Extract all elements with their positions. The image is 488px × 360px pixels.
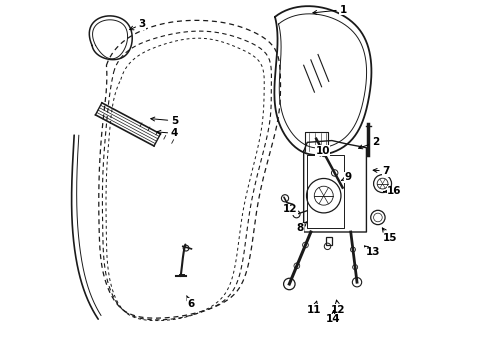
- Text: 11: 11: [306, 301, 321, 315]
- Text: 4: 4: [157, 129, 178, 138]
- Text: 9: 9: [341, 172, 351, 182]
- Text: 1: 1: [312, 5, 346, 15]
- Text: 16: 16: [383, 186, 401, 197]
- Text: 12: 12: [330, 300, 345, 315]
- Bar: [325, 237, 331, 244]
- Text: 7: 7: [372, 166, 389, 176]
- Text: 2: 2: [358, 138, 378, 149]
- Text: 15: 15: [382, 228, 396, 243]
- Text: 8: 8: [296, 222, 306, 233]
- Text: 12: 12: [283, 204, 297, 215]
- Text: 13: 13: [364, 246, 379, 257]
- Text: 14: 14: [325, 311, 340, 324]
- Text: 6: 6: [186, 296, 194, 309]
- Text: 3: 3: [129, 19, 145, 30]
- Text: 10: 10: [315, 145, 329, 156]
- Text: 5: 5: [150, 116, 178, 126]
